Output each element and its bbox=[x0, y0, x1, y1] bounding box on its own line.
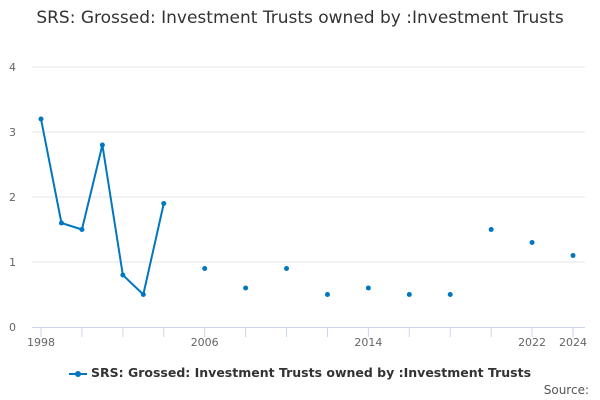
data-point bbox=[120, 272, 126, 278]
y-tick-label: 2 bbox=[9, 191, 16, 204]
y-tick-label: 3 bbox=[9, 126, 16, 139]
x-tick-label: 2022 bbox=[518, 336, 546, 349]
data-point bbox=[38, 116, 44, 122]
data-point bbox=[99, 142, 105, 148]
x-tick-label: 1998 bbox=[27, 336, 55, 349]
data-point bbox=[58, 220, 64, 226]
legend-label: SRS: Grossed: Investment Trusts owned by… bbox=[90, 365, 532, 380]
data-point bbox=[529, 240, 535, 245]
data-point bbox=[243, 285, 249, 291]
y-tick-label: 4 bbox=[9, 61, 16, 74]
data-point bbox=[284, 266, 290, 271]
data-point bbox=[202, 266, 208, 271]
x-tick-label: 2014 bbox=[354, 336, 382, 349]
chart-title: SRS: Grossed: Investment Trusts owned by… bbox=[36, 8, 564, 28]
data-point bbox=[447, 292, 453, 297]
data-point bbox=[324, 292, 330, 297]
x-tick-label: 2024 bbox=[559, 336, 587, 349]
y-tick-label: 1 bbox=[9, 256, 16, 269]
data-point bbox=[488, 227, 494, 232]
legend[interactable]: SRS: Grossed: Investment Trusts owned by… bbox=[0, 365, 600, 380]
y-tick-label: 0 bbox=[9, 321, 16, 334]
legend-line-marker-icon bbox=[68, 370, 87, 377]
data-point bbox=[365, 285, 371, 291]
data-point bbox=[79, 227, 85, 232]
data-point bbox=[406, 292, 412, 297]
data-point bbox=[161, 201, 167, 206]
source-label: Source: bbox=[543, 383, 589, 397]
x-tick-label: 2006 bbox=[191, 336, 219, 349]
data-point bbox=[140, 292, 146, 297]
data-point bbox=[570, 253, 576, 258]
